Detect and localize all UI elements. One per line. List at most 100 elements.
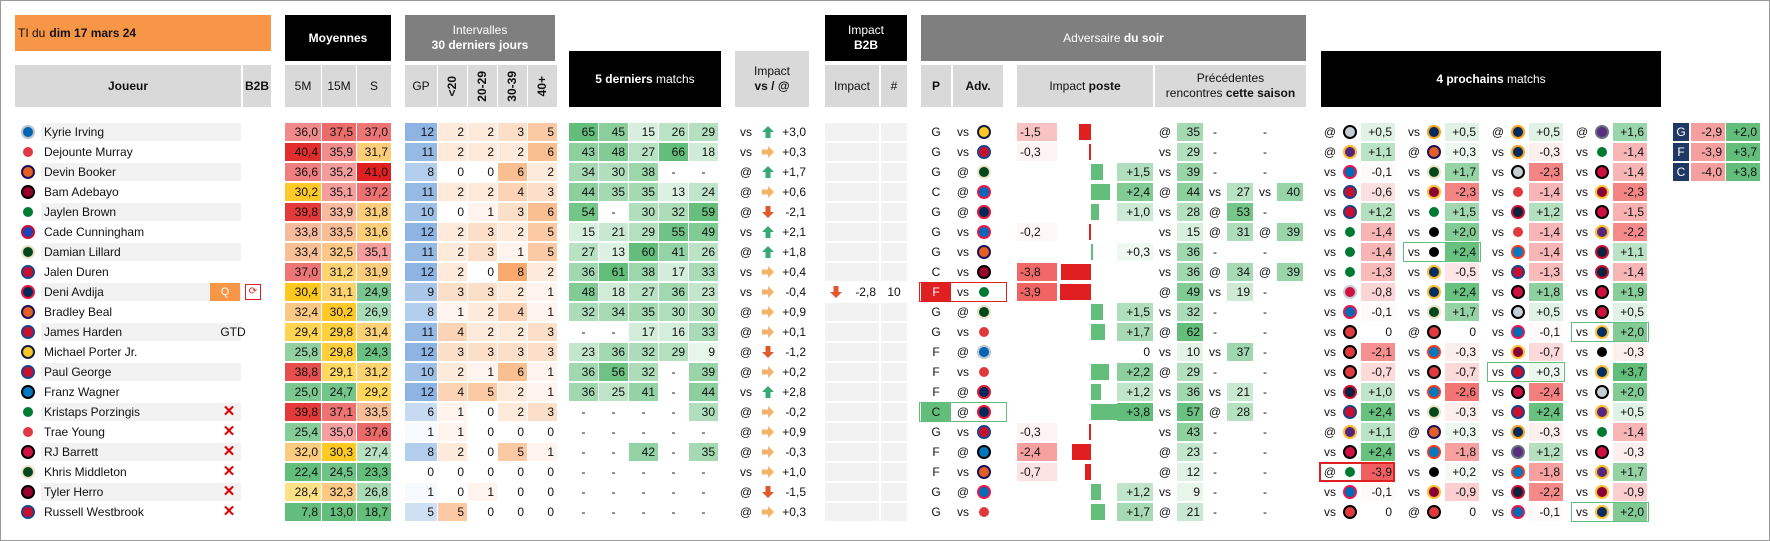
games-played[interactable]: 12 [405, 223, 437, 241]
prev-home-away[interactable]: vs [1209, 285, 1221, 299]
avg-15m[interactable]: 35,9 [322, 143, 356, 161]
prev-score[interactable]: 36 [1177, 383, 1203, 401]
home-away-impact[interactable]: -0,4 [785, 285, 806, 299]
prev-score[interactable] [1277, 323, 1303, 341]
next-home-away[interactable]: vs [1408, 485, 1420, 499]
adversary-home-away[interactable]: vs [957, 265, 969, 279]
last5-score[interactable]: 43 [569, 143, 598, 161]
avg-15m[interactable]: 31,2 [322, 263, 356, 281]
player-name[interactable]: Khris Middleton [41, 463, 241, 481]
next-impact[interactable]: -0,1 [1361, 163, 1395, 181]
next-home-away[interactable]: vs [1576, 225, 1588, 239]
next-home-away[interactable]: vs [1576, 505, 1588, 519]
next-home-away[interactable]: vs [1492, 185, 1504, 199]
games-played[interactable]: 12 [405, 263, 437, 281]
b2b-impact[interactable] [849, 423, 879, 441]
impact-position[interactable]: -0,2 [1017, 223, 1057, 241]
prev-score[interactable]: 37 [1227, 343, 1253, 361]
last5-score[interactable]: - [659, 463, 688, 481]
last5-score[interactable]: - [599, 323, 628, 341]
prev-score[interactable]: 29 [1177, 363, 1203, 381]
avg-5m[interactable]: 33,8 [285, 223, 321, 241]
last5-score[interactable]: - [659, 443, 688, 461]
interval-30-39[interactable]: 8 [498, 263, 527, 281]
impact-position[interactable]: +2,2 [1117, 363, 1153, 381]
prev-score[interactable] [1227, 163, 1253, 181]
prev-score[interactable]: 19 [1227, 283, 1253, 301]
next-home-away[interactable]: vs [1408, 445, 1420, 459]
games-played[interactable]: 12 [405, 343, 437, 361]
next-home-away[interactable]: vs [1492, 205, 1504, 219]
prev-home-away[interactable]: vs [1159, 265, 1171, 279]
last5-score[interactable]: 15 [569, 223, 598, 241]
home-away-impact[interactable]: -2,1 [785, 205, 806, 219]
b2b-count[interactable] [881, 243, 907, 261]
next-impact[interactable]: -0,9 [1613, 483, 1647, 501]
player-name[interactable]: Kyrie Irving [41, 123, 241, 141]
avg-15m[interactable]: 35,0 [322, 423, 356, 441]
next-home-away[interactable]: vs [1492, 445, 1504, 459]
home-away[interactable]: @ [739, 165, 753, 179]
player-name[interactable]: Deni Avdija [41, 283, 241, 301]
interval-lt20[interactable]: 1 [438, 403, 467, 421]
last5-score[interactable]: 35 [599, 183, 628, 201]
avg-5m[interactable]: 30,4 [285, 283, 321, 301]
next-home-away[interactable]: vs [1576, 345, 1588, 359]
last5-score[interactable]: 16 [659, 323, 688, 341]
games-played[interactable]: 11 [405, 183, 437, 201]
next-home-away[interactable]: vs [1492, 365, 1504, 379]
prev-home-away[interactable]: - [1263, 205, 1267, 219]
home-away-impact[interactable]: +0,6 [782, 185, 806, 199]
next-home-away[interactable]: @ [1323, 465, 1337, 479]
next-home-away[interactable]: vs [1408, 245, 1420, 259]
next-home-away[interactable]: vs [1408, 305, 1420, 319]
prev-home-away[interactable]: - [1213, 165, 1217, 179]
interval-40plus[interactable]: 3 [528, 323, 557, 341]
prev-home-away[interactable]: - [1213, 505, 1217, 519]
adversary-home-away[interactable]: vs [957, 125, 969, 139]
next-impact[interactable]: -0,1 [1361, 303, 1395, 321]
next-impact[interactable]: -0,3 [1445, 343, 1479, 361]
last5-score[interactable]: 61 [599, 263, 628, 281]
next-home-away[interactable]: vs [1324, 165, 1336, 179]
impact-position[interactable]: +1,7 [1117, 323, 1153, 341]
prev-home-away[interactable]: - [1263, 245, 1267, 259]
next-home-away[interactable]: vs [1324, 365, 1336, 379]
next-home-away[interactable]: vs [1408, 125, 1420, 139]
adversary-home-away[interactable]: vs [957, 245, 969, 259]
avg-5m[interactable]: 38,8 [285, 363, 321, 381]
next-impact[interactable]: -0,3 [1529, 423, 1563, 441]
next-home-away[interactable]: @ [1407, 425, 1421, 439]
last5-score[interactable]: - [659, 163, 688, 181]
prev-home-away[interactable]: vs [1209, 185, 1221, 199]
next-home-away[interactable]: vs [1492, 505, 1504, 519]
b2b-count[interactable] [881, 303, 907, 321]
prev-home-away[interactable]: - [1263, 425, 1267, 439]
prev-home-away[interactable]: - [1263, 125, 1267, 139]
next-home-away[interactable]: vs [1492, 225, 1504, 239]
last5-score[interactable]: 44 [569, 183, 598, 201]
player-name[interactable]: James Harden [41, 323, 241, 341]
interval-40plus[interactable]: 6 [528, 143, 557, 161]
impact-position[interactable]: +0,3 [1117, 243, 1153, 261]
prev-score[interactable] [1277, 463, 1303, 481]
prev-score[interactable]: 39 [1277, 223, 1303, 241]
next-home-away[interactable]: vs [1576, 445, 1588, 459]
avg-15m[interactable]: 33,5 [322, 223, 356, 241]
next-home-away[interactable]: vs [1324, 205, 1336, 219]
player-name[interactable]: Damian Lillard [41, 243, 241, 261]
next-home-away[interactable]: vs [1408, 165, 1420, 179]
games-played[interactable]: 1 [405, 423, 437, 441]
impact-position[interactable]: +1,2 [1117, 383, 1153, 401]
games-played[interactable]: 1 [405, 483, 437, 501]
prev-home-away[interactable]: - [1263, 485, 1267, 499]
home-away[interactable]: @ [739, 205, 753, 219]
games-played[interactable]: 8 [405, 443, 437, 461]
interval-lt20[interactable]: 4 [438, 323, 467, 341]
legend-position[interactable]: G [1673, 123, 1689, 141]
interval-30-39[interactable]: 2 [498, 323, 527, 341]
last5-score[interactable]: 32 [629, 343, 658, 361]
last5-score[interactable]: 17 [659, 263, 688, 281]
last5-score[interactable]: 48 [599, 143, 628, 161]
last5-score[interactable]: 34 [569, 163, 598, 181]
